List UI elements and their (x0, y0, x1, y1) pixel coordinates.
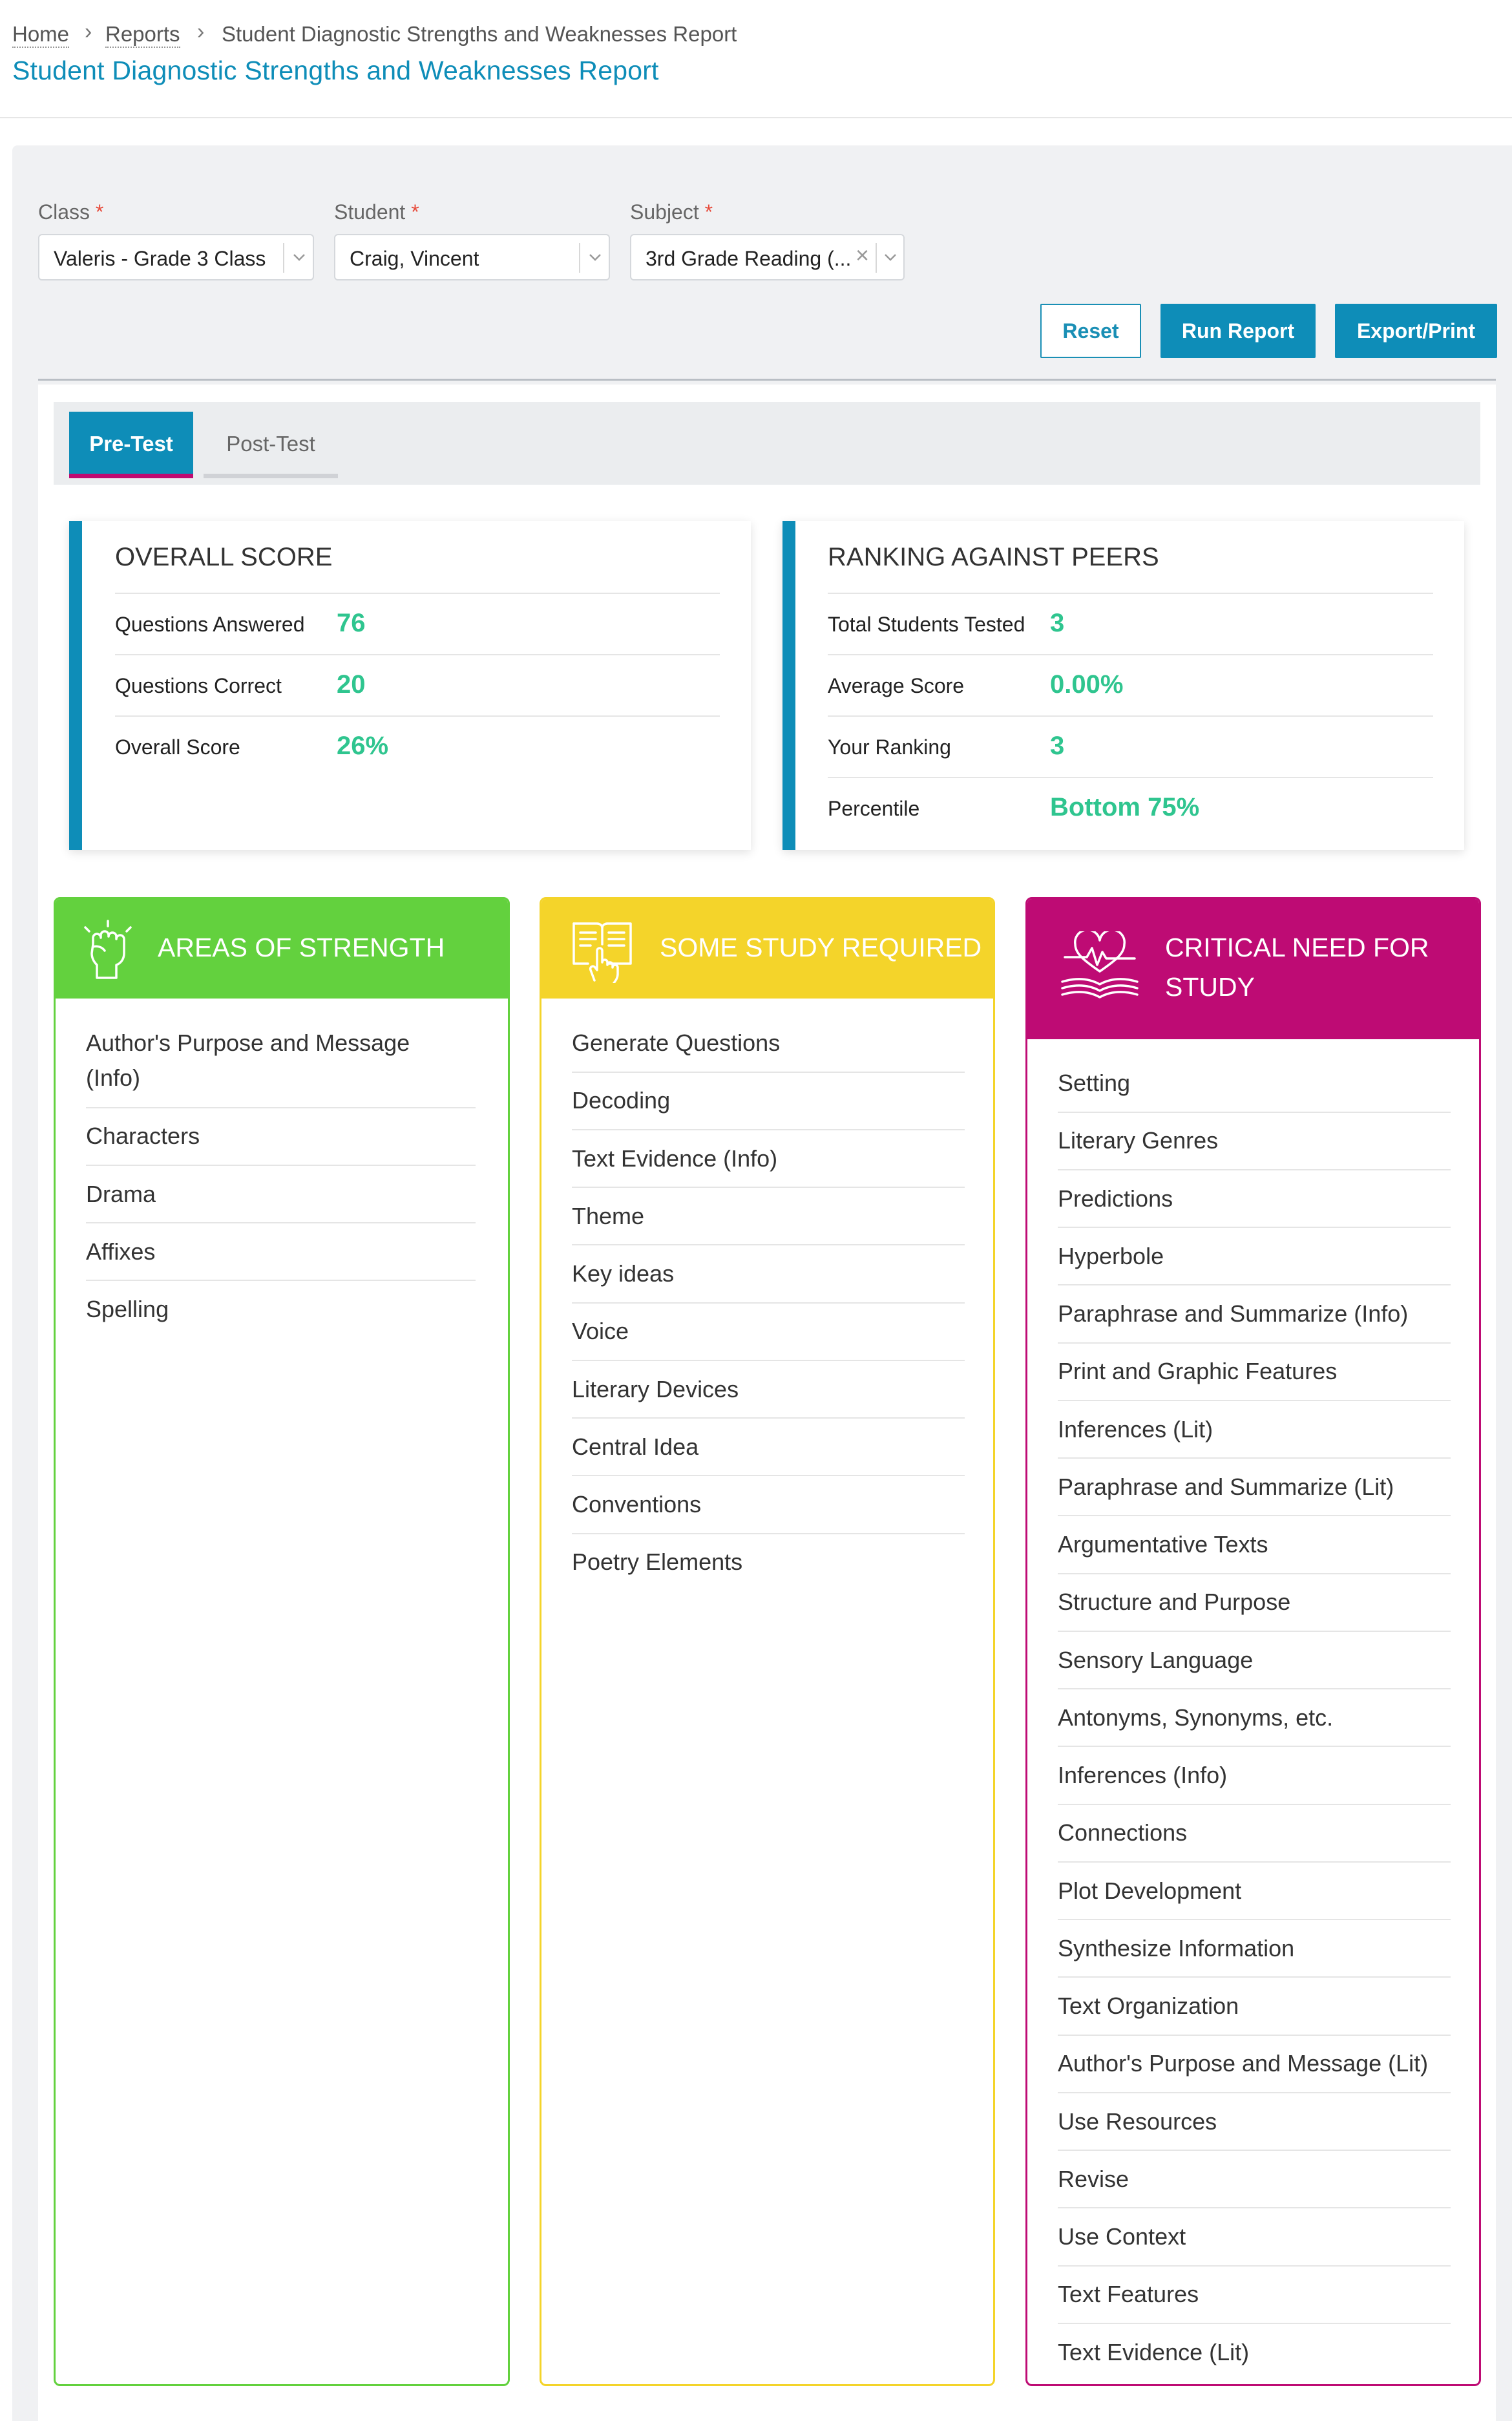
header-divider (0, 117, 1512, 118)
percentile-value: Bottom 75% (1050, 793, 1200, 821)
list-item: (Info) (86, 1064, 141, 1091)
class-label: Class * (38, 200, 104, 224)
areas-of-strength-panel: AREAS OF STRENGTH Author's Purpose and M… (54, 897, 510, 2386)
strength-title: AREAS OF STRENGTH (158, 933, 445, 962)
list-item: Conventions (572, 1491, 702, 1517)
panel-divider (38, 379, 1496, 381)
list-item: Author's Purpose and Message (86, 1030, 410, 1056)
chevron-down-icon (293, 254, 305, 261)
breadcrumb-current: Student Diagnostic Strengths and Weaknes… (222, 22, 737, 46)
list-item: Argumentative Texts (1058, 1531, 1268, 1558)
list-item: Voice (572, 1318, 629, 1344)
total-students-label: Total Students Tested (828, 613, 1025, 636)
ranking-card (782, 521, 1464, 850)
list-item: Literary Genres (1058, 1127, 1219, 1154)
chevron-right-icon: › (85, 19, 92, 44)
list-item: Synthesize Information (1058, 1935, 1295, 1961)
subject-select[interactable]: 3rd Grade Reading (... × (630, 234, 905, 280)
list-item: Affixes (86, 1238, 156, 1265)
tab-bar (54, 402, 1480, 485)
list-item: Drama (86, 1181, 156, 1207)
list-item: Characters (86, 1123, 200, 1149)
student-select[interactable]: Craig, Vincent (334, 234, 610, 280)
list-item: Text Evidence (Lit) (1058, 2339, 1250, 2365)
study-title: SOME STUDY REQUIRED (660, 933, 982, 962)
questions-correct-value: 20 (337, 670, 366, 699)
critical-title-line1: CRITICAL NEED FOR (1165, 933, 1429, 962)
critical-title-line2: STUDY (1165, 972, 1255, 1002)
average-score-value: 0.00% (1050, 670, 1124, 699)
list-item: Text Features (1058, 2281, 1199, 2307)
subject-label: Subject * (630, 200, 713, 224)
book-pointer-icon (572, 922, 632, 983)
list-item: Connections (1058, 1819, 1188, 1846)
some-study-required-panel: SOME STUDY REQUIRED Generate Questions D… (540, 897, 995, 2386)
chevron-down-icon (885, 254, 896, 261)
student-label: Student * (334, 200, 419, 224)
list-item: Poetry Elements (572, 1549, 743, 1575)
overall-score-label: Overall Score (115, 735, 240, 759)
list-item: Revise (1058, 2166, 1129, 2192)
critical-header: CRITICAL NEED FOR STUDY (1027, 899, 1479, 1039)
questions-answered-value: 76 (337, 609, 366, 637)
list-item: Hyperbole (1058, 1243, 1164, 1269)
class-select[interactable]: Valeris - Grade 3 Class (38, 234, 314, 280)
page-title: Student Diagnostic Strengths and Weaknes… (12, 56, 659, 85)
list-item: Theme (572, 1203, 645, 1229)
list-item: Paraphrase and Summarize (Lit) (1058, 1474, 1394, 1500)
tab-post-test[interactable]: Post-Test (226, 431, 315, 456)
list-item: Sensory Language (1058, 1647, 1254, 1673)
clear-icon[interactable]: × (856, 242, 870, 268)
study-header: SOME STUDY REQUIRED (541, 899, 993, 999)
list-item: Key ideas (572, 1260, 675, 1287)
breadcrumb-home[interactable]: Home (12, 22, 70, 48)
list-item: Print and Graphic Features (1058, 1358, 1338, 1384)
chevron-right-icon: › (197, 19, 205, 44)
list-item: Setting (1058, 1070, 1131, 1096)
list-item: Use Context (1058, 2223, 1186, 2250)
list-item: Use Resources (1058, 2108, 1217, 2135)
tab-underline (204, 474, 338, 478)
run-report-button[interactable]: Run Report (1160, 304, 1316, 358)
list-item: Inferences (Lit) (1058, 1416, 1213, 1443)
list-item: Central Idea (572, 1433, 699, 1460)
overall-score-value: 26% (337, 732, 389, 760)
your-ranking-label: Your Ranking (828, 735, 951, 759)
list-item: Predictions (1058, 1185, 1173, 1212)
list-item: Structure and Purpose (1058, 1589, 1291, 1615)
list-item: Author's Purpose and Message (Lit) (1058, 2050, 1429, 2077)
list-item: Text Organization (1058, 1993, 1239, 2019)
percentile-label: Percentile (828, 797, 920, 820)
heart-book-icon (1061, 931, 1139, 999)
your-ranking-value: 3 (1050, 732, 1065, 760)
export-print-button[interactable]: Export/Print (1335, 304, 1497, 358)
overall-score-card (69, 521, 751, 850)
questions-correct-label: Questions Correct (115, 674, 282, 697)
overall-score-title: OVERALL SCORE (115, 543, 333, 571)
list-item: Spelling (86, 1296, 169, 1322)
list-item: Paraphrase and Summarize (Info) (1058, 1300, 1409, 1327)
list-item: Literary Devices (572, 1376, 739, 1402)
raised-fist-icon (84, 920, 132, 979)
total-students-value: 3 (1050, 609, 1065, 637)
subject-value: 3rd Grade Reading (... (646, 247, 852, 270)
breadcrumb-reports[interactable]: Reports (105, 22, 180, 48)
active-tab-indicator (69, 474, 193, 478)
list-item: Decoding (572, 1087, 671, 1114)
ranking-title: RANKING AGAINST PEERS (828, 543, 1159, 571)
questions-answered-label: Questions Answered (115, 613, 305, 636)
student-value: Craig, Vincent (350, 247, 479, 270)
reset-button[interactable]: Reset (1040, 304, 1141, 358)
chevron-down-icon (589, 254, 601, 261)
list-item: Text Evidence (Info) (572, 1145, 778, 1172)
tab-pre-test[interactable]: Pre-Test (69, 412, 193, 476)
list-item: Antonyms, Synonyms, etc. (1058, 1704, 1334, 1731)
list-item: Generate Questions (572, 1030, 781, 1056)
class-value: Valeris - Grade 3 Class (54, 247, 266, 270)
critical-need-panel: CRITICAL NEED FOR STUDY Setting Literary… (1025, 897, 1481, 2386)
average-score-label: Average Score (828, 674, 965, 697)
list-item: Inferences (Info) (1058, 1762, 1228, 1788)
strength-header: AREAS OF STRENGTH (56, 899, 508, 999)
list-item: Plot Development (1058, 1877, 1242, 1904)
